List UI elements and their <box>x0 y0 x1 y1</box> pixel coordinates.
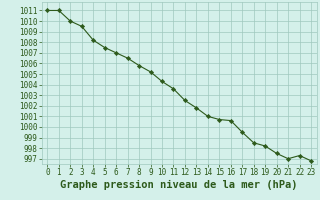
X-axis label: Graphe pression niveau de la mer (hPa): Graphe pression niveau de la mer (hPa) <box>60 180 298 190</box>
